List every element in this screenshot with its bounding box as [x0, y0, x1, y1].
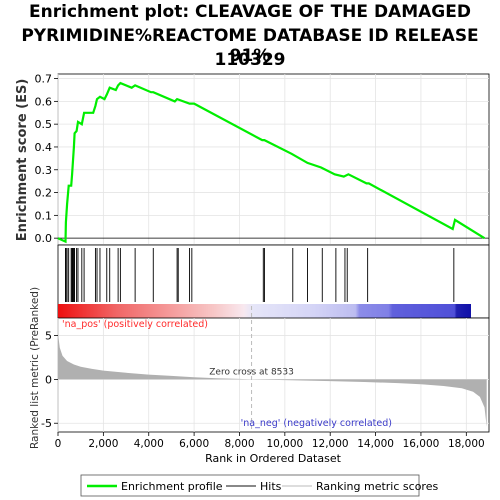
positive-correlation-label: 'na_pos' (positively correlated) — [62, 319, 208, 330]
x-tick-label: 4,000 — [134, 438, 164, 450]
metric-gridlines — [57, 318, 489, 432]
hits-marks — [65, 248, 455, 302]
x-tick-label: 18,000 — [448, 438, 485, 450]
es-y-tick-label: 0.2 — [35, 187, 53, 200]
x-tick-label: 6,000 — [179, 438, 209, 450]
chart-title-line-1: Enrichment plot: CLEAVAGE OF THE DAMAGED — [29, 2, 471, 22]
chart-title-line-3: 110329 — [214, 50, 286, 70]
es-y-tick-label: 0.7 — [35, 73, 53, 86]
legend: Enrichment profile Hits Ranking metric s… — [80, 474, 438, 497]
es-y-axis-label: Enrichment score (ES) — [15, 79, 30, 242]
es-y-axis: 0.0 0.1 0.2 0.3 0.4 0.5 0.6 0.7 — [35, 73, 58, 245]
x-tick-label: 2,000 — [88, 438, 118, 450]
metric-y-tick-label: 5 — [45, 330, 52, 343]
x-axis-label: Rank in Ordered Dataset — [205, 452, 342, 465]
x-tick-label: 10,000 — [266, 438, 303, 450]
metric-y-tick-label: 0 — [45, 373, 52, 386]
enrichment-profile-line — [57, 81, 486, 244]
es-gridlines — [57, 74, 489, 245]
es-y-tick-label: 0.5 — [35, 118, 53, 131]
ranking-metric-area — [58, 333, 487, 427]
es-y-tick-label: 0.4 — [35, 141, 53, 154]
metric-y-axis-label: Ranked list metric (PreRanked) — [29, 287, 41, 449]
es-panel-frame — [57, 73, 490, 246]
x-tick-label: 14,000 — [357, 438, 394, 450]
es-y-tick-label: 0.1 — [35, 209, 53, 222]
es-y-tick-label: 0.3 — [35, 164, 53, 177]
x-tick-label: 12,000 — [312, 438, 349, 450]
x-tick-label: 0 — [55, 438, 62, 450]
legend-label-hits: Hits — [260, 480, 282, 493]
chart-title-line-2: PYRIMIDINE%REACTOME DATABASE ID RELEASE … — [21, 26, 479, 66]
es-y-tick-label: 0.0 — [35, 232, 53, 245]
x-tick-label: 8,000 — [224, 438, 254, 450]
metric-y-tick-label: -5 — [41, 417, 52, 430]
x-axis: 0 2,000 4,000 6,000 8,000 10,000 12,000 14,000 1… — [55, 432, 485, 450]
legend-label-enrichment-profile: Enrichment profile — [121, 480, 223, 493]
ranking-color-bar — [58, 304, 471, 318]
zero-cross-label: Zero cross at 8533 — [209, 367, 294, 377]
metric-y-axis: -5 0 5 — [41, 330, 58, 430]
negative-correlation-label: 'na_neg' (negatively correlated) — [241, 418, 392, 429]
legend-label-ranking-metric: Ranking metric scores — [316, 480, 438, 493]
x-tick-label: 16,000 — [403, 438, 440, 450]
es-y-tick-label: 0.6 — [35, 95, 53, 108]
